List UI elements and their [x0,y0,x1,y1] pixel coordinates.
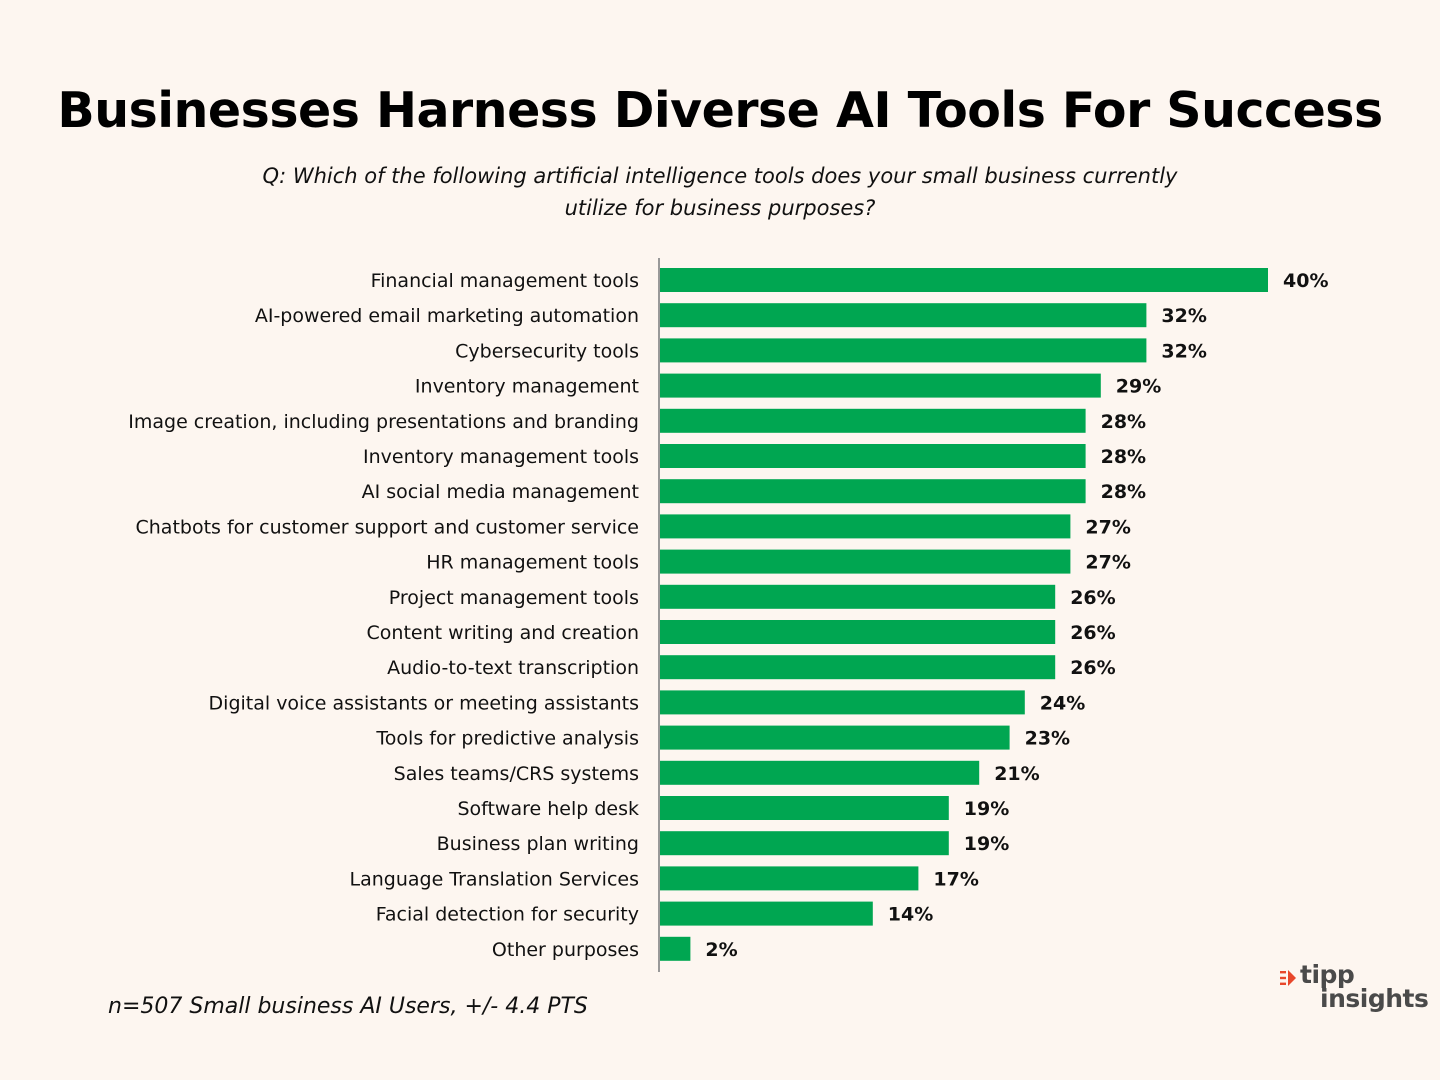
value-label: 28% [1101,481,1146,503]
bar [660,373,1101,398]
category-label: Tools for predictive analysis [375,728,639,750]
bar [660,936,691,961]
value-label: 14% [888,904,933,926]
category-label: Digital voice assistants or meeting assi… [209,692,639,714]
bar [660,620,1056,644]
tipp-arrow-logo-icon [1280,970,1296,986]
value-label: 28% [1101,446,1146,468]
category-label: HR management tools [426,552,639,574]
value-label: 21% [994,763,1039,785]
value-label: 24% [1040,692,1085,714]
bar [660,479,1086,504]
bar [660,725,1010,750]
category-label: Chatbots for customer support and custom… [136,516,640,538]
category-label: AI social media management [362,481,639,503]
value-label: 26% [1070,622,1115,644]
category-label: Software help desk [457,798,639,820]
category-label: Image creation, including presentations … [128,411,639,433]
tipp-insights-logo: tipp insights [1276,960,1429,1018]
value-label: 2% [705,939,737,961]
category-label: Language Translation Services [350,868,640,890]
category-label: Other purposes [492,939,639,961]
category-label: Inventory management tools [363,446,639,468]
bar [660,690,1025,715]
chart-title: Businesses Harness Diverse AI Tools For … [57,82,1383,139]
bar [660,408,1086,433]
value-label: 27% [1085,516,1130,538]
subtitle-line-2: utilize for business purposes? [564,196,876,220]
bar [660,303,1147,328]
value-label: 17% [933,868,978,890]
value-label: 40% [1283,270,1328,292]
subtitle-line-1: Q: Which of the following artificial int… [262,164,1178,188]
bar [660,866,919,891]
bar [660,444,1086,468]
category-label: AI-powered email marketing automation [255,305,639,327]
chart-subtitle: Q: Which of the following artificial int… [220,160,1220,224]
value-label: 32% [1161,340,1206,362]
sample-size-footnote: n=507 Small business AI Users, +/- 4.4 P… [108,994,588,1019]
value-label: 27% [1085,552,1130,574]
value-label: 19% [964,798,1009,820]
value-label: 26% [1070,657,1115,679]
value-label: 29% [1116,376,1161,398]
bar [660,338,1147,363]
value-label: 19% [964,833,1009,855]
category-label: Facial detection for security [376,904,639,926]
bar [660,655,1056,680]
bar [660,760,980,785]
category-label: Inventory management [415,376,639,398]
bar [660,831,949,856]
bar [660,268,1268,292]
bar [660,584,1056,609]
logo-text-insights: insights [1320,984,1429,1013]
value-label: 28% [1101,411,1146,433]
category-label: Sales teams/CRS systems [394,763,639,785]
category-label: Business plan writing [437,833,639,855]
bar [660,514,1071,539]
value-label: 32% [1161,305,1206,327]
category-label: Financial management tools [371,270,639,292]
bar [660,549,1071,574]
value-label: 26% [1070,587,1115,609]
logo-text-tipp: tipp [1300,960,1355,989]
category-label: Audio-to-text transcription [387,657,639,679]
category-label: Project management tools [389,587,639,609]
value-label: 23% [1025,728,1070,750]
category-label: Cybersecurity tools [455,340,639,362]
category-label: Content writing and creation [367,622,639,644]
bar [660,901,873,926]
bar [660,796,949,820]
